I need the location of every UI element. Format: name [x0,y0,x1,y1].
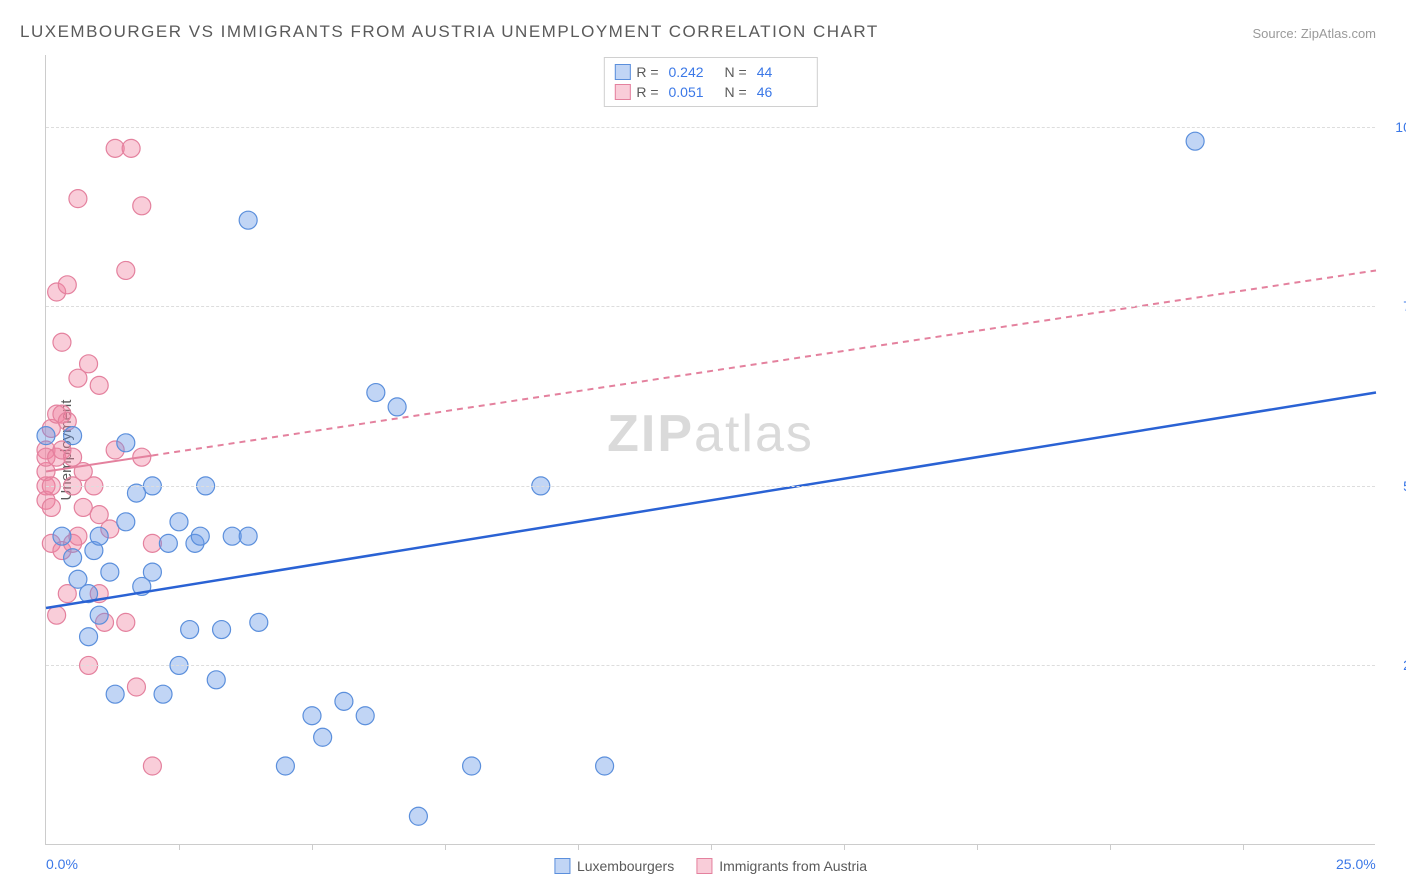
n-label: N = [725,64,747,80]
legend-item-luxembourgers: Luxembourgers [554,858,674,874]
data-point [143,757,161,775]
data-point [388,398,406,416]
x-minor-tick [1110,844,1111,850]
r-label: R = [636,84,658,100]
data-point [127,678,145,696]
data-point [191,527,209,545]
y-tick-label: 7.5% [1385,298,1406,314]
data-point [53,333,71,351]
data-point [64,427,82,445]
x-minor-tick [977,844,978,850]
data-point [335,692,353,710]
data-point [90,606,108,624]
data-point [117,513,135,531]
legend-row-pink: R = 0.051 N = 46 [614,82,806,102]
data-point [69,527,87,545]
gridline [46,127,1375,128]
data-point [106,685,124,703]
data-point [314,728,332,746]
legend-correlation: R = 0.242 N = 44 R = 0.051 N = 46 [603,57,817,107]
legend-row-blue: R = 0.242 N = 44 [614,62,806,82]
data-point [303,707,321,725]
y-tick-label: 10.0% [1385,119,1406,135]
source-label: Source: ZipAtlas.com [1252,26,1376,41]
data-point [117,613,135,631]
r-value-pink: 0.051 [669,84,719,100]
x-minor-tick [844,844,845,850]
data-point [133,197,151,215]
n-value-pink: 46 [757,84,807,100]
swatch-blue-icon [614,64,630,80]
x-minor-tick [1243,844,1244,850]
data-point [101,563,119,581]
scatter-plot-svg [46,55,1375,844]
y-tick-label: 5.0% [1385,478,1406,494]
x-tick-label: 25.0% [1336,856,1376,872]
y-tick-label: 2.5% [1385,657,1406,673]
data-point [80,355,98,373]
data-point [122,139,140,157]
x-minor-tick [711,844,712,850]
swatch-pink-icon [614,84,630,100]
data-point [367,384,385,402]
data-point [159,534,177,552]
data-point [90,376,108,394]
legend-item-austria: Immigrants from Austria [696,858,867,874]
data-point [596,757,614,775]
legend-series: Luxembourgers Immigrants from Austria [554,858,867,874]
gridline [46,665,1375,666]
data-point [69,190,87,208]
data-point [356,707,374,725]
gridline [46,306,1375,307]
data-point [80,628,98,646]
legend-label: Luxembourgers [577,858,674,874]
data-point [239,211,257,229]
x-minor-tick [312,844,313,850]
data-point [213,621,231,639]
data-point [58,276,76,294]
data-point [74,498,92,516]
data-point [250,613,268,631]
data-point [276,757,294,775]
r-label: R = [636,64,658,80]
data-point [181,621,199,639]
data-point [117,434,135,452]
data-point [239,527,257,545]
x-tick-label: 0.0% [46,856,78,872]
data-point [117,261,135,279]
legend-label: Immigrants from Austria [719,858,867,874]
data-point [42,498,60,516]
data-point [48,606,66,624]
data-point [1186,132,1204,150]
gridline [46,486,1375,487]
data-point [463,757,481,775]
trendline-dashed [152,270,1376,455]
x-minor-tick [179,844,180,850]
data-point [64,549,82,567]
data-point [106,139,124,157]
chart-area: Unemployment ZIPatlas R = 0.242 N = 44 R… [45,55,1375,845]
r-value-blue: 0.242 [669,64,719,80]
swatch-pink-icon [696,858,712,874]
x-minor-tick [445,844,446,850]
data-point [223,527,241,545]
data-point [207,671,225,689]
data-point [409,807,427,825]
data-point [90,527,108,545]
x-minor-tick [578,844,579,850]
n-label: N = [725,84,747,100]
data-point [37,427,55,445]
trendline [46,393,1376,608]
data-point [170,513,188,531]
n-value-blue: 44 [757,64,807,80]
data-point [154,685,172,703]
chart-title: LUXEMBOURGER VS IMMIGRANTS FROM AUSTRIA … [20,22,879,42]
data-point [143,534,161,552]
swatch-blue-icon [554,858,570,874]
data-point [143,563,161,581]
data-point [53,527,71,545]
